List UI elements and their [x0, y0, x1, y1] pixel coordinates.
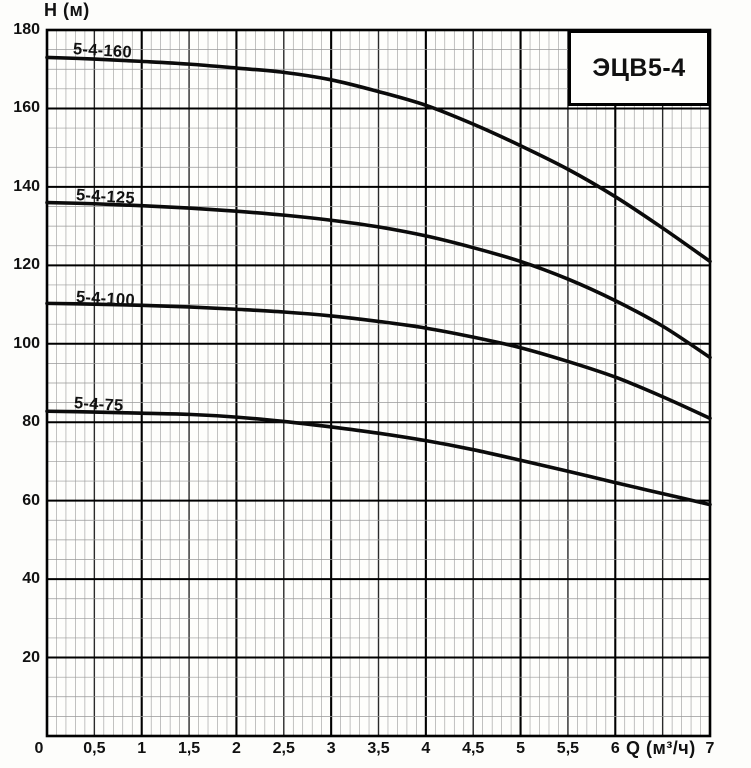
- y-tick-label: 160: [13, 99, 40, 117]
- y-tick-label: 140: [13, 177, 40, 195]
- x-axis-title: Q (м³/ч): [626, 738, 696, 758]
- x-tick-label: 5,5: [556, 740, 580, 757]
- x-tick-label: 5: [516, 740, 526, 757]
- x-tick-label: 7: [705, 740, 715, 757]
- x-tick-label: 2: [231, 740, 241, 757]
- curve-label-5-4-100: 5-4-100: [75, 288, 136, 310]
- curve-label-5-4-75: 5-4-75: [73, 394, 124, 416]
- x-tick-label: 3: [326, 740, 336, 757]
- x-tick-label: 2,5: [272, 740, 295, 757]
- y-tick-label: 180: [13, 21, 40, 38]
- y-tick-label: 120: [13, 256, 40, 274]
- y-tick-label: 80: [22, 413, 40, 431]
- x-tick-label: 6: [610, 740, 620, 757]
- x-tick-label: 0,5: [83, 740, 106, 757]
- x-tick-label: 0: [34, 740, 44, 757]
- chart-title-box: ЭЦВ5-4: [568, 30, 710, 106]
- x-tick-label: 4,5: [462, 740, 485, 757]
- chart-title: ЭЦВ5-4: [592, 53, 686, 82]
- x-tick-label: 1: [137, 740, 147, 757]
- y-tick-label: 40: [22, 570, 40, 588]
- y-tick-label: 60: [22, 491, 40, 509]
- curve-label-5-4-160: 5-4-160: [72, 40, 133, 62]
- x-tick-label: 3,5: [367, 740, 390, 757]
- curve-label-5-4-125: 5-4-125: [75, 186, 136, 208]
- y-tick-label: 100: [13, 334, 40, 352]
- y-axis-title: H (м): [44, 0, 90, 20]
- x-tick-label: 4: [421, 740, 431, 757]
- y-tick-label: 20: [22, 648, 40, 666]
- x-tick-label: 1,5: [177, 740, 201, 757]
